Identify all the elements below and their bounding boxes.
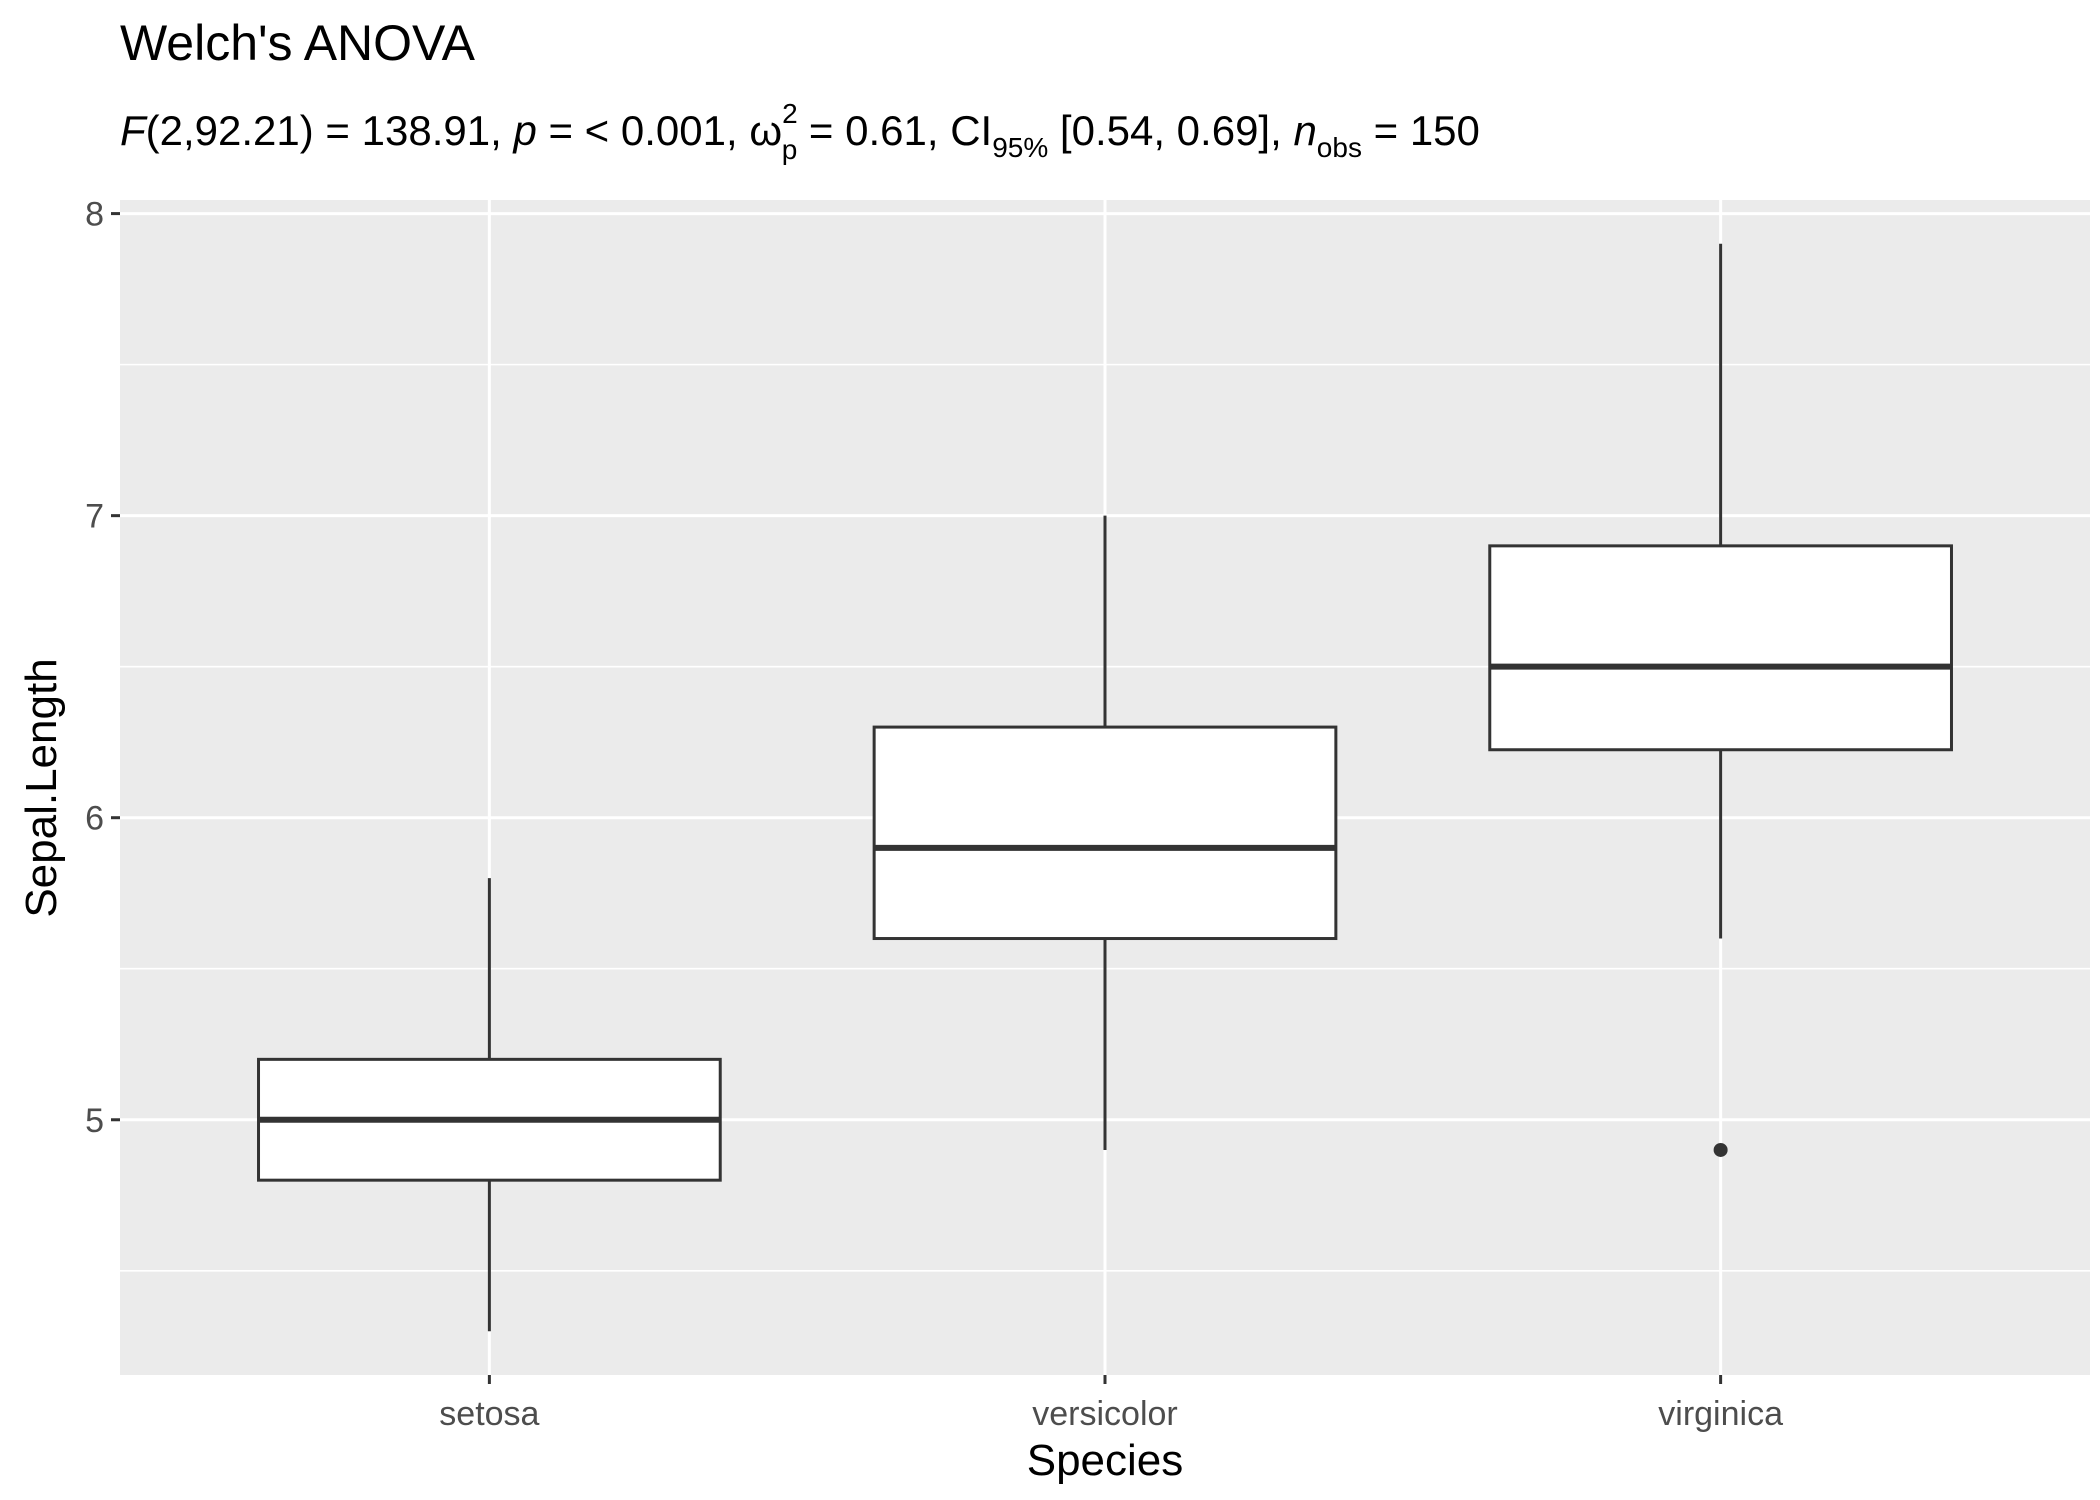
x-tick-label: versicolor [1032,1395,1177,1433]
interquartile-box [872,725,1338,941]
box-setosa [257,878,722,1332]
y-axis: 5 6 7 8 [85,196,120,1140]
subtitle-omega-sup: 2 [782,98,798,129]
box-virginica [1488,243,1953,1157]
subtitle-ci-text: [0.54, 0.69], [1048,107,1293,154]
y-tick-label: 8 [85,196,104,234]
y-tick-label: 5 [85,1102,104,1140]
subtitle-n-text: = 150 [1362,107,1480,154]
subtitle-omega-text: = 0.61, CI [797,107,992,154]
outlier-point [1713,1142,1728,1157]
subtitle-ci-sub: 95% [992,132,1048,163]
chart-subtitle: F(2,92.21) = 138.91, p = < 0.001, ω2 p = … [120,98,1480,165]
x-tick-label: setosa [439,1395,539,1433]
subtitle-f-args: (2,92.21) = 138.91, [146,107,514,154]
box-versicolor [872,515,1338,1150]
x-axis-title: Species [1027,1436,1184,1485]
interquartile-box [1488,544,1953,752]
subtitle-f-symbol: F [120,107,148,154]
y-axis-title: Sepal.Length [17,658,66,917]
y-tick-label: 7 [85,498,104,536]
subtitle-p-symbol: p [511,107,536,154]
subtitle-p-text: = < 0.001, [537,107,750,154]
subtitle-omega: ω [749,107,782,154]
chart-title: Welch's ANOVA [120,15,476,71]
subtitle-n-symbol: n [1293,107,1316,154]
x-axis: setosa versicolor virginica [439,1375,1783,1433]
box-series [257,243,1953,1332]
subtitle-n-sub: obs [1317,132,1362,163]
subtitle-omega-sub: p [782,134,798,165]
x-tick-label: virginica [1658,1395,1783,1433]
y-tick-label: 6 [85,800,104,838]
